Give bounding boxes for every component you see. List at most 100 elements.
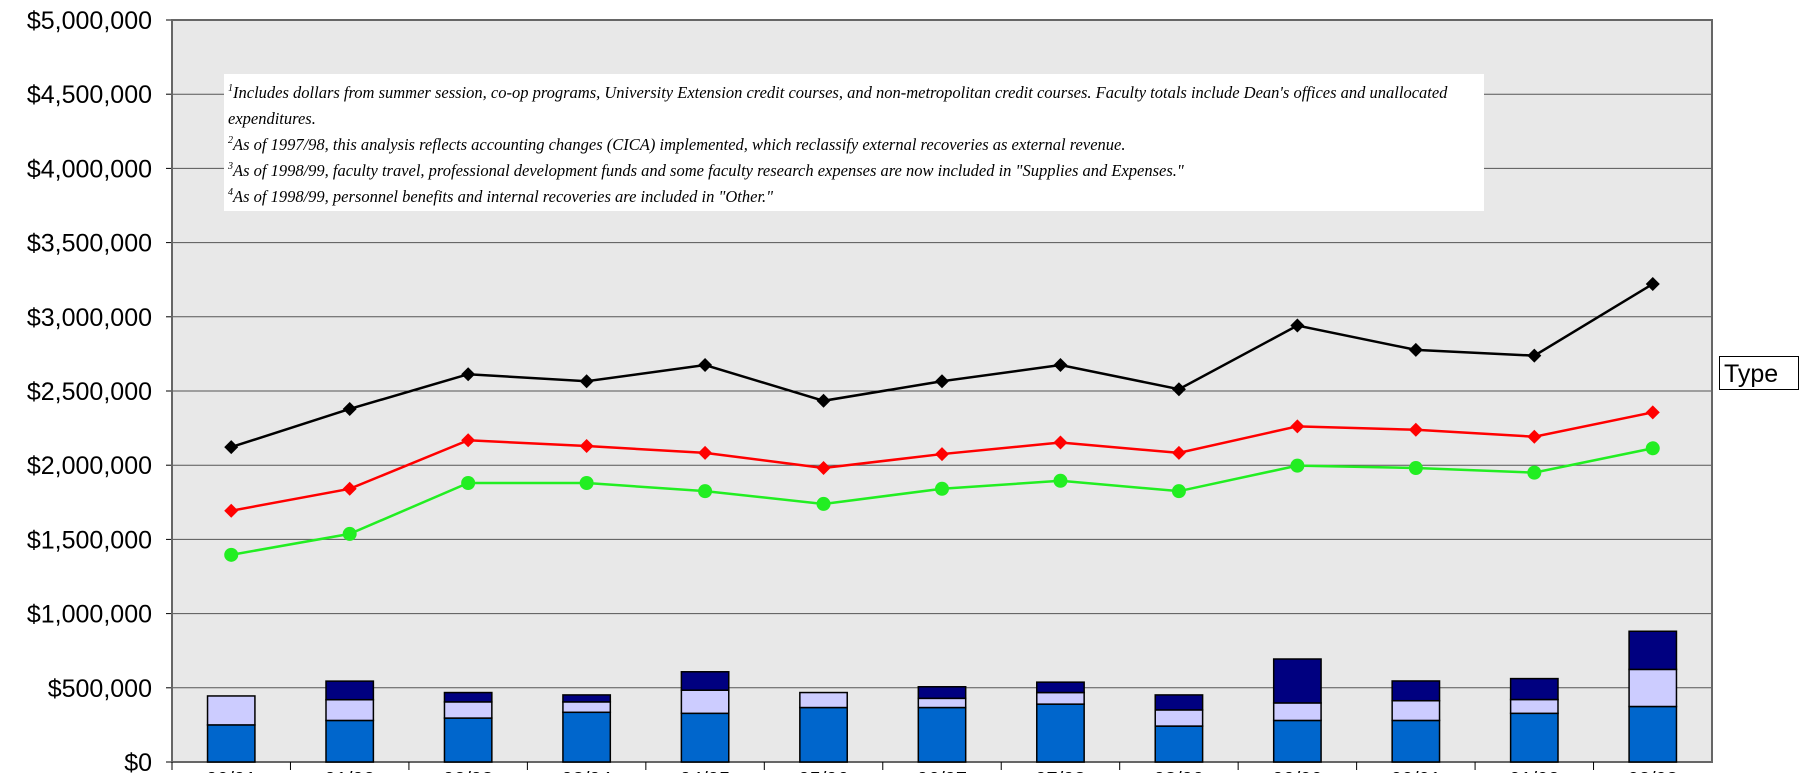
marker [342, 481, 357, 496]
marker [224, 440, 239, 455]
bar-segment [206, 695, 256, 726]
bar-segment [443, 717, 493, 763]
x-tick-label: 90/91 [206, 769, 256, 773]
footnotes: 1Includes dollars from summer session, c… [224, 74, 1484, 211]
marker [579, 476, 594, 491]
marker [935, 447, 949, 462]
y-tick-label: $3,000,000 [27, 304, 152, 332]
y-tick-label: $500,000 [48, 675, 152, 703]
y-tick-label: $2,500,000 [27, 378, 152, 406]
y-tick-label: $0 [124, 749, 152, 773]
y-tick-label: $2,000,000 [27, 452, 152, 480]
footnote-text: As of 1997/98, this analysis reflects ac… [233, 135, 1126, 154]
bar-segment [1154, 709, 1204, 727]
footnote-text: As of 1998/99, personnel benefits and in… [233, 187, 774, 206]
y-tick-label: $3,500,000 [27, 230, 152, 258]
marker [1053, 435, 1068, 450]
bar-segment [1272, 719, 1322, 763]
marker [1171, 484, 1186, 499]
y-tick-label: $4,500,000 [27, 81, 152, 109]
footnote: 4As of 1998/99, personnel benefits and i… [228, 184, 1480, 210]
bar-segment [1391, 699, 1441, 722]
x-tick-label: 98/99 [1154, 769, 1204, 773]
marker [935, 481, 949, 496]
bar-segment [562, 701, 612, 714]
x-tick-label: 99/00 [1272, 769, 1322, 773]
bar-segment [799, 706, 848, 763]
marker [1408, 422, 1423, 437]
marker [1527, 429, 1542, 444]
x-tick-label: 97/98 [1035, 769, 1085, 773]
marker [1053, 358, 1068, 373]
marker [224, 547, 239, 562]
footnote: 1Includes dollars from summer session, c… [228, 80, 1480, 132]
marker [816, 461, 831, 476]
bar-segment [1628, 668, 1678, 708]
marker [1053, 473, 1068, 488]
bar-segment [799, 691, 848, 709]
marker [579, 439, 594, 454]
bar-segment [206, 724, 256, 763]
bar-segment [1391, 719, 1441, 763]
marker [1645, 277, 1660, 292]
bar-segment [1272, 658, 1322, 704]
marker [816, 393, 831, 408]
footnote-marker: 4 [228, 187, 233, 198]
footnote: 3As of 1998/99, faculty travel, professi… [228, 158, 1480, 184]
x-tick-label: 91/92 [325, 769, 375, 773]
x-tick-label: 02/03 [1628, 769, 1678, 773]
bar-segment [1628, 630, 1678, 671]
bar-segment [443, 691, 493, 703]
marker [1408, 461, 1423, 476]
marker [1171, 445, 1186, 460]
bar-segment [443, 701, 493, 719]
marker [935, 374, 949, 389]
marker [579, 374, 594, 389]
bar-segment [1391, 680, 1441, 702]
bar-segment [325, 719, 375, 763]
marker [461, 367, 476, 382]
bar-segment [1509, 712, 1559, 763]
bar-segment [1509, 677, 1559, 701]
y-tick-label: $5,000,000 [27, 7, 152, 35]
footnote-marker: 2 [228, 135, 233, 146]
bar-segment [680, 671, 730, 691]
marker [816, 496, 831, 511]
footnote-text: As of 1998/99, faculty travel, professio… [233, 161, 1184, 180]
marker [1527, 348, 1542, 363]
marker [698, 445, 713, 460]
marker [1290, 318, 1305, 333]
bar-segment [1036, 703, 1085, 763]
x-tick-label: 96/97 [917, 769, 967, 773]
bar-segment [680, 689, 730, 715]
marker [224, 503, 239, 518]
y-tick-label: $4,000,000 [27, 155, 152, 183]
x-tick-label: 95/96 [799, 769, 849, 773]
bar-segment [1272, 702, 1322, 722]
marker [1408, 342, 1423, 357]
marker [1171, 382, 1186, 397]
x-tick-label: 00/01 [1391, 769, 1441, 773]
legend: Type [1719, 356, 1799, 390]
x-tick-label: 01/02 [1509, 769, 1559, 773]
bar-segment [1154, 725, 1204, 763]
y-tick-label: $1,500,000 [27, 526, 152, 554]
bar-segment [562, 694, 612, 703]
marker [461, 433, 476, 448]
footnote-marker: 3 [228, 161, 233, 172]
bar-segment [1509, 698, 1559, 715]
marker [698, 358, 713, 373]
x-tick-label: 92/93 [443, 769, 493, 773]
bar-segment [1036, 681, 1085, 694]
bar-segment [1154, 694, 1204, 711]
bar-segment [325, 680, 375, 701]
marker [698, 484, 713, 499]
bar-segment [1036, 691, 1085, 705]
bar-segment [1628, 705, 1678, 763]
marker [1645, 405, 1660, 420]
marker [461, 476, 476, 491]
x-tick-label: 93/94 [562, 769, 612, 773]
bar-segment [917, 706, 967, 763]
marker [1645, 441, 1660, 456]
